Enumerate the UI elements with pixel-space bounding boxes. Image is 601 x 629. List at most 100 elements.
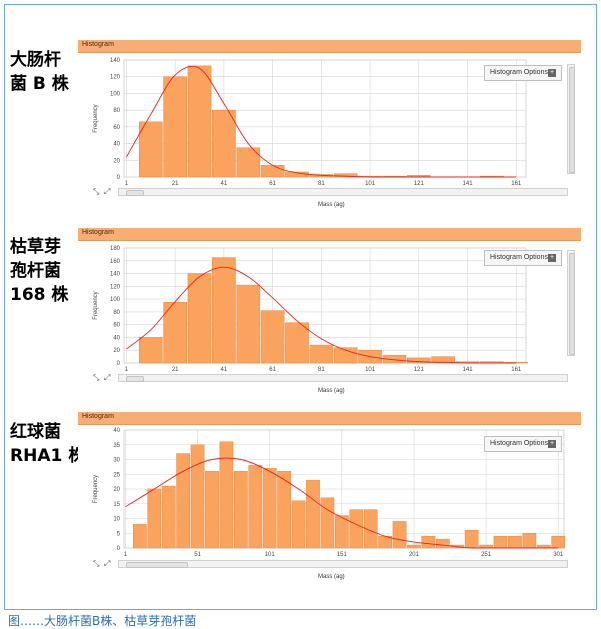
x-tick-label: 101 — [265, 552, 276, 558]
scrollbar-thumb[interactable] — [569, 67, 575, 173]
histogram-bar — [219, 441, 234, 549]
x-tick-label: 251 — [481, 552, 492, 558]
histogram-bar — [212, 109, 236, 178]
y-axis-title: Frequency — [93, 104, 99, 132]
histogram-bar — [187, 273, 212, 364]
histogram-panel-2: Histogram 0 20 40 60 80 100 120 140 160 180 1 21 41 6… — [78, 228, 581, 398]
y-tick-label: 5 — [117, 531, 121, 537]
y-tick-label: 160 — [110, 259, 121, 265]
histogram-bar — [163, 76, 187, 178]
histogram-bar — [551, 535, 566, 549]
scrollbar-thumb[interactable] — [126, 376, 144, 382]
x-tick-label: 1 — [125, 181, 129, 187]
plus-icon: + — [548, 69, 556, 77]
histogram-bar — [522, 533, 537, 549]
histogram-bar — [363, 509, 378, 549]
histogram-bar — [320, 497, 335, 549]
x-tick-label: 21 — [172, 367, 179, 373]
label-line: 枯草芽 — [10, 237, 61, 257]
vertical-scrollbar[interactable] — [567, 64, 575, 174]
label-line: 168 株 — [10, 285, 69, 305]
y-tick-label: 60 — [113, 125, 120, 131]
histogram-bar — [190, 444, 205, 549]
x-tick-label: 121 — [414, 367, 425, 373]
histogram-bar — [431, 356, 455, 364]
zoom-icon[interactable]: ⤡ ⤢ — [93, 373, 112, 382]
histogram-bar — [176, 453, 191, 549]
label-line: 孢杆菌 — [10, 261, 61, 281]
histogram-bar — [334, 515, 349, 549]
histogram-options-label: Histogram Options — [490, 440, 548, 447]
x-tick-label: 1 — [125, 367, 129, 373]
y-tick-label: 100 — [110, 91, 121, 97]
y-tick-label: 120 — [110, 284, 121, 290]
horizontal-scrollbar[interactable] — [118, 560, 568, 568]
histogram-bar — [464, 530, 479, 549]
histogram-bar — [285, 322, 309, 364]
label-line: RHA1 株 — [10, 446, 86, 466]
histogram-bar — [212, 257, 236, 364]
panel-header: Histogram — [78, 412, 581, 425]
y-tick-label: 0 — [117, 546, 121, 552]
scrollbar-thumb[interactable] — [126, 562, 188, 568]
horizontal-scrollbar[interactable] — [118, 188, 568, 196]
histogram-bar — [333, 347, 358, 364]
strain-label-bsubtilis: 枯草芽 孢杆菌 168 株 — [10, 235, 68, 307]
strain-label-rhodococcus: 红球菌 RHA1 株 — [10, 420, 85, 468]
scrollbar-thumb[interactable] — [126, 190, 144, 196]
histogram-bar — [187, 65, 212, 178]
y-tick-label: 40 — [113, 335, 120, 341]
histogram-bar — [147, 488, 162, 549]
histogram-bar — [291, 500, 306, 549]
x-tick-label: 201 — [409, 552, 420, 558]
y-tick-label: 15 — [113, 502, 120, 508]
y-tick-label: 10 — [113, 517, 120, 523]
x-tick-label: 301 — [553, 552, 564, 558]
y-tick-label: 140 — [110, 272, 121, 278]
x-tick-label: 51 — [194, 552, 201, 558]
histogram-bar — [406, 357, 431, 364]
zoom-icon[interactable]: ⤡ ⤢ — [93, 187, 112, 196]
y-axis-title: Frequency — [93, 291, 99, 319]
x-tick-label: 151 — [337, 552, 348, 558]
histogram-panel-3: Histogram 0 5 10 15 20 25 30 35 40 1 51 101 151 201 25… — [78, 412, 581, 587]
y-tick-label: 0 — [117, 175, 121, 181]
x-tick-label: 21 — [172, 181, 179, 187]
y-tick-label: 0 — [117, 361, 121, 367]
x-tick-label: 61 — [269, 181, 276, 187]
histogram-options-label: Histogram Options — [490, 69, 548, 76]
vertical-scrollbar[interactable] — [567, 250, 575, 356]
y-tick-label: 40 — [113, 142, 120, 148]
label-line: 菌 B 株 — [10, 74, 69, 94]
histogram-bar — [260, 165, 285, 178]
y-tick-label: 20 — [113, 487, 120, 493]
zoom-icon[interactable]: ⤡ ⤢ — [93, 559, 112, 568]
y-axis-title: Frequency — [93, 475, 99, 503]
fit-curve — [126, 266, 517, 364]
histogram-options-button[interactable]: Histogram Options + — [484, 65, 562, 81]
y-tick-label: 25 — [113, 472, 120, 478]
histogram-options-button[interactable]: Histogram Options + — [484, 250, 562, 266]
histogram-bar — [382, 355, 407, 364]
panel-header: Histogram — [78, 40, 581, 53]
histogram-bar — [392, 521, 407, 549]
histogram-bar — [333, 173, 358, 178]
histogram-bar — [306, 479, 320, 549]
x-tick-label: 101 — [365, 367, 376, 373]
label-line: 红球菌 — [10, 422, 61, 442]
histogram-options-label: Histogram Options — [490, 254, 548, 261]
histogram-bar — [138, 337, 163, 364]
histogram-options-button[interactable]: Histogram Options + — [484, 436, 562, 452]
x-axis-title: Mass (ag) — [318, 202, 345, 208]
histogram-bar — [262, 468, 277, 549]
y-tick-label: 60 — [113, 323, 120, 329]
x-tick-label: 41 — [221, 181, 228, 187]
y-tick-label: 80 — [113, 108, 120, 114]
histogram-bar — [236, 284, 261, 364]
scrollbar-thumb[interactable] — [569, 253, 575, 355]
horizontal-scrollbar[interactable] — [118, 374, 568, 382]
histogram-bar — [407, 544, 421, 549]
histogram-bar — [260, 310, 285, 364]
